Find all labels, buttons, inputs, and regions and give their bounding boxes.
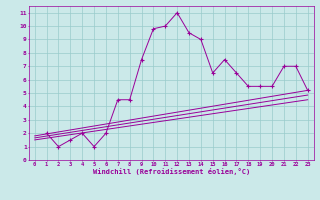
X-axis label: Windchill (Refroidissement éolien,°C): Windchill (Refroidissement éolien,°C) (92, 168, 250, 175)
